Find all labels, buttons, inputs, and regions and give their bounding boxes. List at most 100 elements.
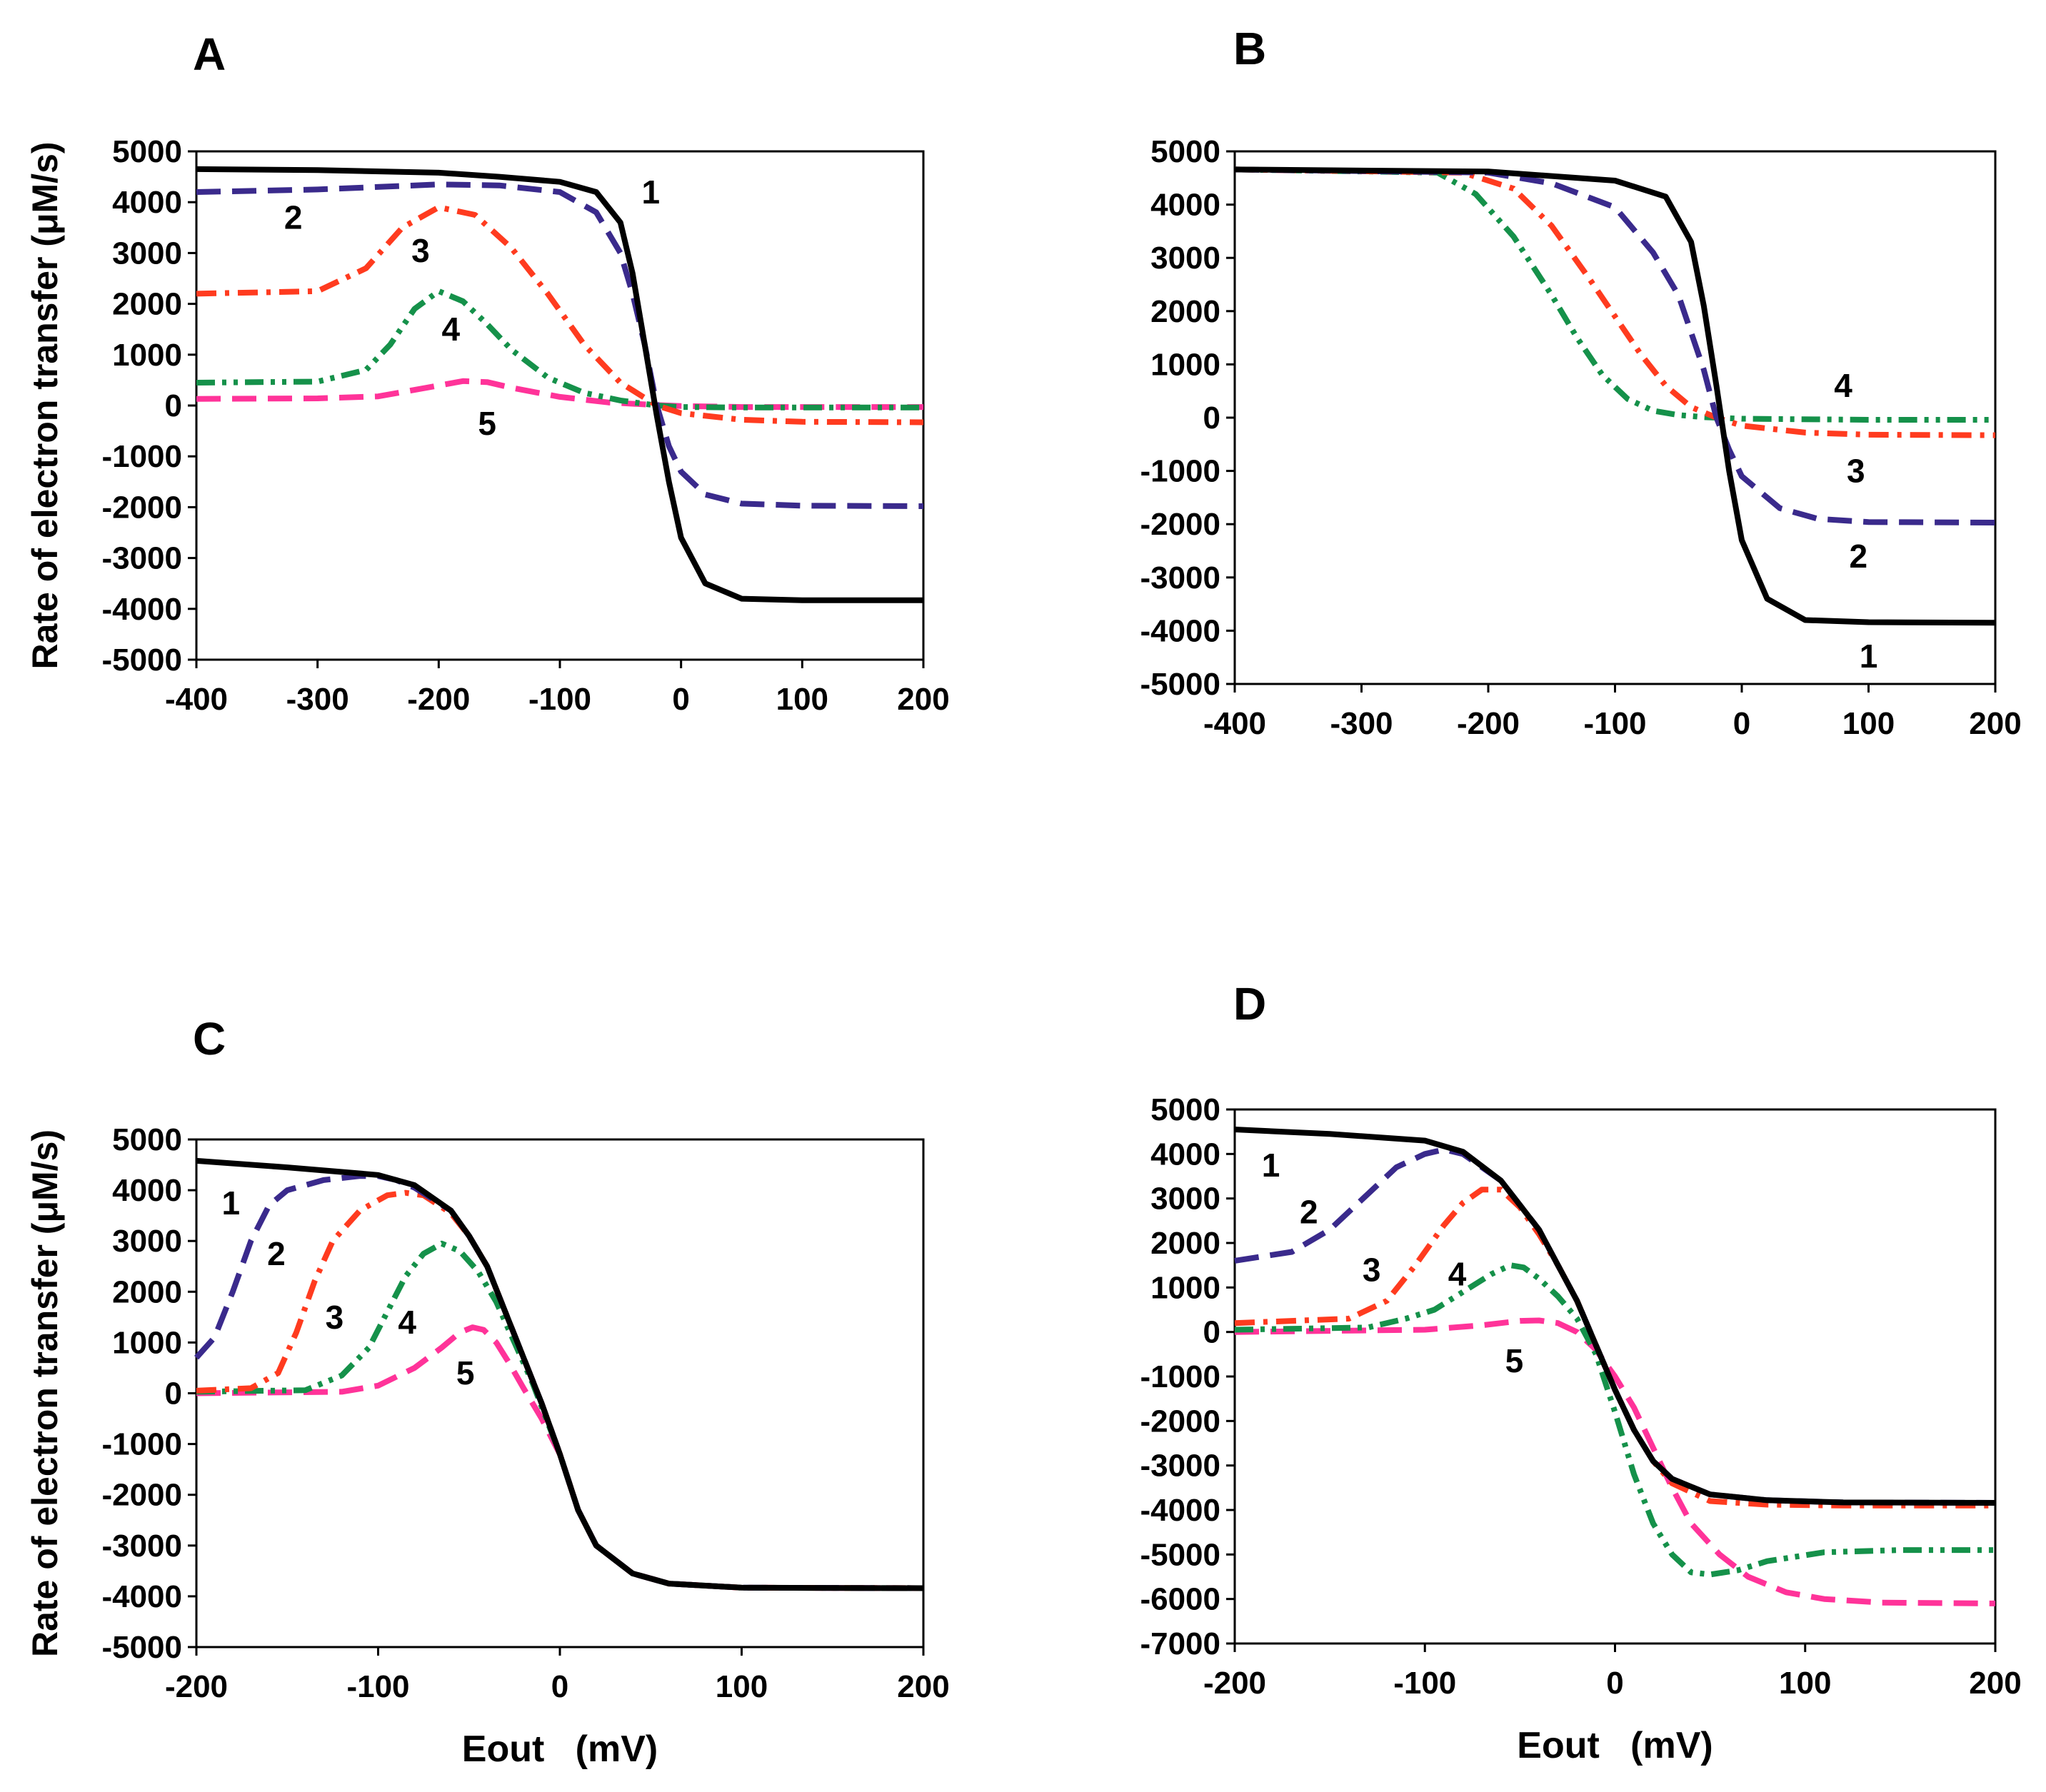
y-tick-label: -3000 [1140,560,1220,595]
x-tick-label: -100 [346,1669,409,1704]
y-tick-label: 4000 [1150,188,1220,223]
y-tick-label: -2000 [101,490,182,525]
x-tick-label: 100 [776,682,828,717]
series-line-3 [196,204,924,426]
y-tick-label: -5000 [1140,667,1220,702]
curve-label-2: 2 [284,199,303,236]
x-tick-label: -300 [1330,706,1393,741]
curve-label-3: 3 [326,1299,344,1336]
y-tick-label: -2000 [101,1478,182,1513]
curve-label-4: 4 [398,1304,416,1341]
y-tick-label: -4000 [1140,1493,1220,1528]
series-line-4 [1234,1262,1995,1578]
curve-label-3: 3 [411,232,430,269]
y-tick-label: 2000 [112,1274,182,1309]
curve-label-2: 2 [267,1235,286,1272]
series-line-2 [1234,166,1996,525]
curve-label-5: 5 [456,1354,475,1391]
y-tick-label: 1000 [112,1325,182,1360]
curve-label-5: 5 [1505,1342,1524,1379]
x-tick-label: -300 [286,682,349,717]
y-tick-label: -5000 [101,643,182,678]
x-tick-label: -400 [165,682,228,717]
series-line-2 [194,1173,924,1591]
y-tick-label: 2000 [1150,1226,1220,1261]
y-tick-label: 1000 [1150,347,1220,382]
curve-label-1: 1 [641,173,660,211]
curve-label-1: 1 [1262,1147,1280,1184]
y-tick-label: 2000 [112,287,182,322]
y-tick-label: -5000 [1140,1537,1220,1572]
series-line-3 [1234,166,1996,438]
x-tick-label: 0 [1733,706,1750,741]
x-tick-label: 100 [1779,1666,1831,1701]
y-tick-label: 4000 [112,185,182,220]
series-line-3 [1234,1187,1995,1509]
y-tick-label: 1000 [1150,1270,1220,1305]
series-line-4 [196,288,923,411]
y-tick-label: -4000 [101,1579,182,1614]
y-tick-label: -2000 [1140,507,1220,542]
curve-label-1: 1 [1860,638,1878,675]
y-tick-label: -4000 [1140,613,1220,648]
y-tick-label: 2000 [1150,294,1220,329]
y-tick-label: -3000 [101,541,182,576]
panel-a: A 5000 4000 3000 2000 1000 0 -100 0 -2000 -3000 -40… [25,29,950,717]
y-axis-label: Rate of electron transfer (μM/s) [25,1129,65,1657]
x-tick-label: -200 [1203,1666,1266,1701]
y-tick-label: 3000 [112,236,182,271]
x-tick-label: 100 [1842,706,1895,741]
curve-label-2: 2 [1300,1193,1318,1230]
series-line-4 [1234,166,1995,423]
y-tick-label: -3000 [1140,1449,1220,1484]
y-tick-label: -4000 [101,592,182,627]
series-line-2 [196,181,924,509]
y-tick-label: 5000 [112,1122,182,1157]
y-tick-label: 3000 [1150,1182,1220,1217]
y-tick-label: 4000 [1150,1137,1220,1172]
y-tick-label: -7000 [1140,1626,1220,1661]
panel-letter: A [193,29,226,80]
y-tick-label: -2000 [1140,1404,1220,1439]
y-tick-label: 1000 [112,338,182,373]
y-tick-label: -3000 [101,1529,182,1564]
x-tick-label: 200 [897,1669,949,1704]
curve-label-5: 5 [478,405,496,442]
curve-label-4: 4 [442,311,461,348]
x-tick-label: 100 [716,1669,768,1704]
y-tick-label: -6000 [1140,1582,1220,1617]
x-tick-label: -100 [1393,1666,1456,1701]
x-tick-label: 0 [672,682,689,717]
curve-label-4: 4 [1448,1256,1467,1293]
curve-label-4: 4 [1834,367,1852,404]
series-line-1 [196,1157,924,1591]
x-tick-label: -100 [528,682,591,717]
panel-letter: D [1233,978,1266,1030]
series-line-5 [196,378,923,411]
x-tick-label: -200 [407,682,470,717]
x-tick-label: 200 [1969,1666,2021,1701]
series-line-4 [196,1240,924,1591]
y-tick-label: 0 [165,388,182,423]
y-axis-label: Rate of electron transfer (μM/s) [25,141,65,669]
x-tick-label: -400 [1203,706,1266,741]
curve-label-1: 1 [222,1184,241,1222]
y-tick-label: 0 [1203,401,1220,436]
plot-frame [1233,150,1997,685]
x-tick-label: -100 [1583,706,1646,741]
curve-label-3: 3 [1363,1251,1381,1288]
y-tick-label: 5000 [1150,134,1220,169]
curve-label-3: 3 [1847,453,1865,490]
panel-b: B500040003000200010000-1000-2000-3000-40… [1140,23,2021,741]
series-line-5 [196,1324,924,1591]
x-tick-label: 200 [897,682,949,717]
y-tick-label: 5000 [112,134,182,169]
x-tick-label: -200 [165,1669,228,1704]
panel-letter: B [1233,23,1266,74]
panel-c: C500040003000200010000-1000-2000-3000-40… [25,1013,950,1770]
series-line-1 [196,166,923,603]
curve-label-2: 2 [1850,538,1868,575]
series-line-1 [1234,1127,1996,1506]
series-line-5 [1234,1317,1996,1606]
